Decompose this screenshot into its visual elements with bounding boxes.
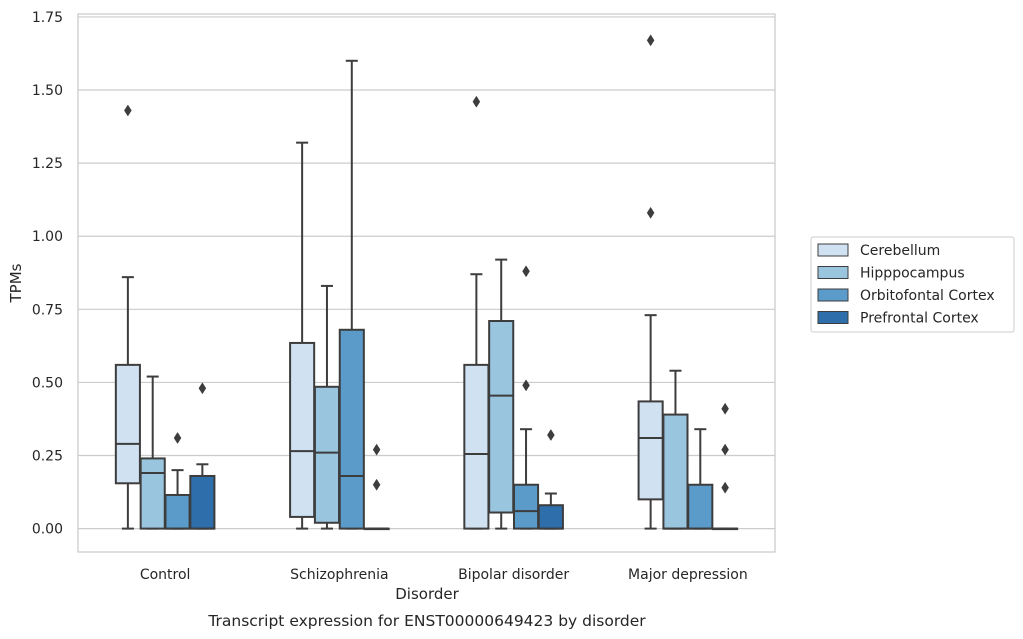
outlier-point: [547, 429, 555, 442]
box-prefrontal-cortex: [537, 429, 564, 530]
box-body: [662, 413, 689, 530]
outlier-point: [721, 402, 729, 415]
legend-swatch: [817, 243, 849, 257]
legend-label: Cerebellum: [860, 243, 940, 259]
outlier-point: [646, 34, 655, 47]
box-body: [139, 457, 166, 530]
box-body: [463, 363, 490, 530]
box-orbitofontal-cortex: [687, 428, 714, 530]
chart-caption: Transcript expression for ENST0000064942…: [207, 612, 646, 630]
legend: Cerebellum Hipppocampus Orbitofontal Corte…: [810, 236, 1015, 333]
legend-frame: [810, 236, 1015, 333]
x-tick-label: Major depression: [628, 567, 748, 583]
box-cerebellum: [463, 95, 490, 530]
x-axis-title: Disorder: [395, 585, 459, 603]
outlier-point: [472, 95, 481, 108]
outlier-point: [522, 379, 530, 392]
y-tick-label: 1.75: [32, 10, 63, 26]
outlier-point: [173, 432, 182, 444]
box-body: [313, 385, 341, 524]
outlier-point: [522, 265, 530, 278]
box-body: [637, 400, 664, 501]
box-hipppocampus: [488, 258, 515, 530]
box-body: [488, 320, 515, 514]
box-hipppocampus: [313, 284, 341, 530]
box-prefrontal-cortex: [189, 382, 216, 530]
x-tick-label: Schizophrenia: [290, 567, 388, 583]
outlier-point: [721, 443, 729, 456]
box-body: [537, 504, 564, 530]
x-tick-label: Control: [140, 567, 191, 583]
outlier-point: [372, 443, 381, 456]
y-axis-title: TPMs: [7, 263, 25, 303]
legend-label: Orbitofontal Cortex: [860, 288, 995, 304]
y-tick-labels: 0.00 0.25 0.50 0.75 1.00 1.25 1.50 1.75: [32, 10, 63, 538]
legend-label: Prefrontal Cortex: [860, 311, 979, 327]
box-body: [189, 474, 216, 530]
y-tick-label: 1.00: [32, 229, 63, 245]
x-tick-label: Bipolar disorder: [458, 567, 569, 583]
y-tick-label: 1.50: [32, 83, 63, 99]
box-body: [289, 341, 316, 518]
outlier-point: [721, 481, 729, 494]
box-orbitofontal-cortex: [338, 59, 365, 530]
y-tick-label: 0.25: [32, 449, 63, 465]
box-body: [338, 328, 365, 530]
box-hipppocampus: [662, 369, 689, 530]
outlier-point: [646, 206, 655, 219]
gridlines: [78, 16, 775, 530]
box-body: [164, 493, 191, 530]
y-tick-label: 0.50: [32, 375, 63, 391]
boxes: [114, 34, 739, 531]
y-tick-label: 0.75: [32, 302, 63, 318]
plot-frame: [77, 13, 776, 553]
box-cerebellum: [637, 34, 664, 530]
outlier-point: [372, 478, 381, 491]
x-tick-labels: Control Schizophrenia Bipolar disorder Majo…: [140, 567, 748, 583]
box-orbitofontal-cortex: [164, 432, 191, 530]
box-orbitofontal-cortex: [512, 265, 540, 530]
y-tick-label: 1.25: [32, 156, 63, 172]
legend-label: Hipppocampus: [860, 266, 965, 282]
legend-swatch: [817, 288, 849, 302]
box-body: [512, 483, 540, 530]
box-prefrontal-cortex: [712, 402, 739, 531]
box-body: [114, 363, 141, 485]
legend-swatch: [817, 311, 849, 324]
box-cerebellum: [114, 104, 141, 530]
outlier-point: [124, 104, 132, 117]
box-hipppocampus: [139, 375, 166, 530]
box-cerebellum: [289, 141, 316, 530]
outlier-point: [198, 382, 207, 395]
legend-swatch: [817, 266, 849, 279]
y-tick-label: 0.00: [32, 522, 63, 538]
box-body: [687, 483, 714, 530]
box-prefrontal-cortex: [363, 443, 390, 531]
